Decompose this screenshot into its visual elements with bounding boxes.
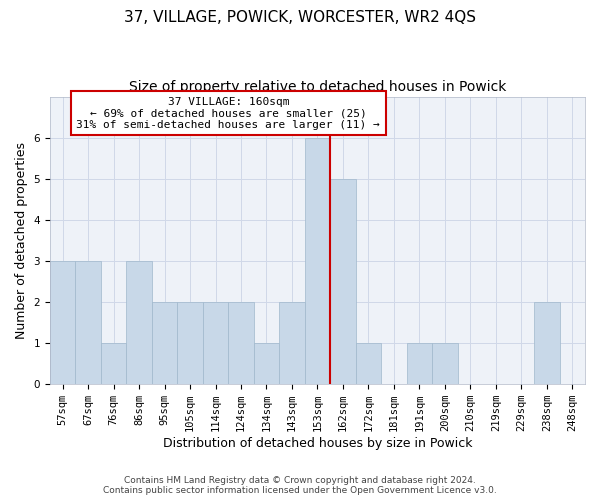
Text: Contains HM Land Registry data © Crown copyright and database right 2024.
Contai: Contains HM Land Registry data © Crown c…: [103, 476, 497, 495]
Bar: [407, 343, 432, 384]
Bar: [305, 138, 330, 384]
Bar: [178, 302, 203, 384]
Bar: [228, 302, 254, 384]
Title: Size of property relative to detached houses in Powick: Size of property relative to detached ho…: [129, 80, 506, 94]
Y-axis label: Number of detached properties: Number of detached properties: [15, 142, 28, 339]
Bar: [127, 261, 152, 384]
Bar: [254, 343, 279, 384]
Bar: [50, 261, 76, 384]
Bar: [330, 178, 356, 384]
Bar: [101, 343, 127, 384]
Bar: [356, 343, 381, 384]
X-axis label: Distribution of detached houses by size in Powick: Distribution of detached houses by size …: [163, 437, 472, 450]
Bar: [432, 343, 458, 384]
Text: 37 VILLAGE: 160sqm
← 69% of detached houses are smaller (25)
31% of semi-detache: 37 VILLAGE: 160sqm ← 69% of detached hou…: [76, 96, 380, 130]
Bar: [152, 302, 178, 384]
Bar: [203, 302, 228, 384]
Bar: [279, 302, 305, 384]
Bar: [76, 261, 101, 384]
Bar: [534, 302, 560, 384]
Text: 37, VILLAGE, POWICK, WORCESTER, WR2 4QS: 37, VILLAGE, POWICK, WORCESTER, WR2 4QS: [124, 10, 476, 25]
